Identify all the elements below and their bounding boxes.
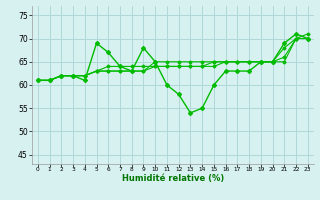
X-axis label: Humidité relative (%): Humidité relative (%)	[122, 174, 224, 183]
